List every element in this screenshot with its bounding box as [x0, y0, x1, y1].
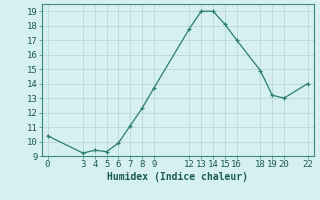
X-axis label: Humidex (Indice chaleur): Humidex (Indice chaleur) — [107, 172, 248, 182]
